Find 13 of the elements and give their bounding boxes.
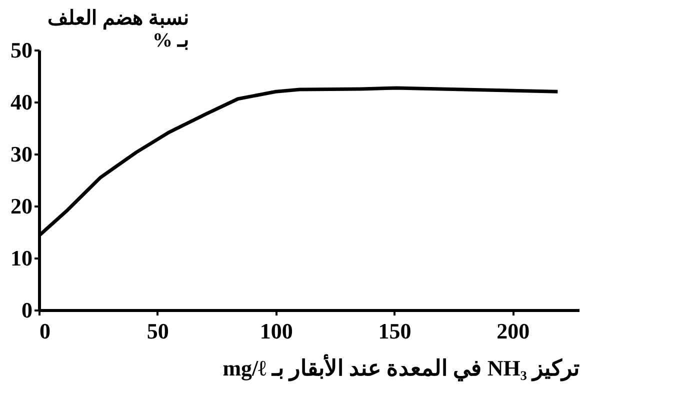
x-tick-label: 200 bbox=[496, 318, 530, 344]
y-axis-title: نسبة هضم العلف بـ % bbox=[48, 8, 190, 52]
y-tick-label: 10 bbox=[10, 246, 32, 270]
y-tick-label: 0 bbox=[22, 298, 32, 322]
x-tick-label: 50 bbox=[146, 318, 169, 344]
x-tick-label: 100 bbox=[260, 318, 293, 344]
x-tick-label: 150 bbox=[378, 318, 412, 344]
x-tick-label: 0 bbox=[40, 318, 50, 344]
y-tick-label: 30 bbox=[10, 142, 32, 166]
x-axis-title: تركيز NH₃ في المعدة عند الأبقار بـ mg/ℓ bbox=[222, 354, 580, 382]
y-tick-label: 40 bbox=[10, 90, 32, 114]
y-tick-label: 20 bbox=[10, 194, 32, 218]
y-tick-label: 50 bbox=[10, 38, 32, 62]
